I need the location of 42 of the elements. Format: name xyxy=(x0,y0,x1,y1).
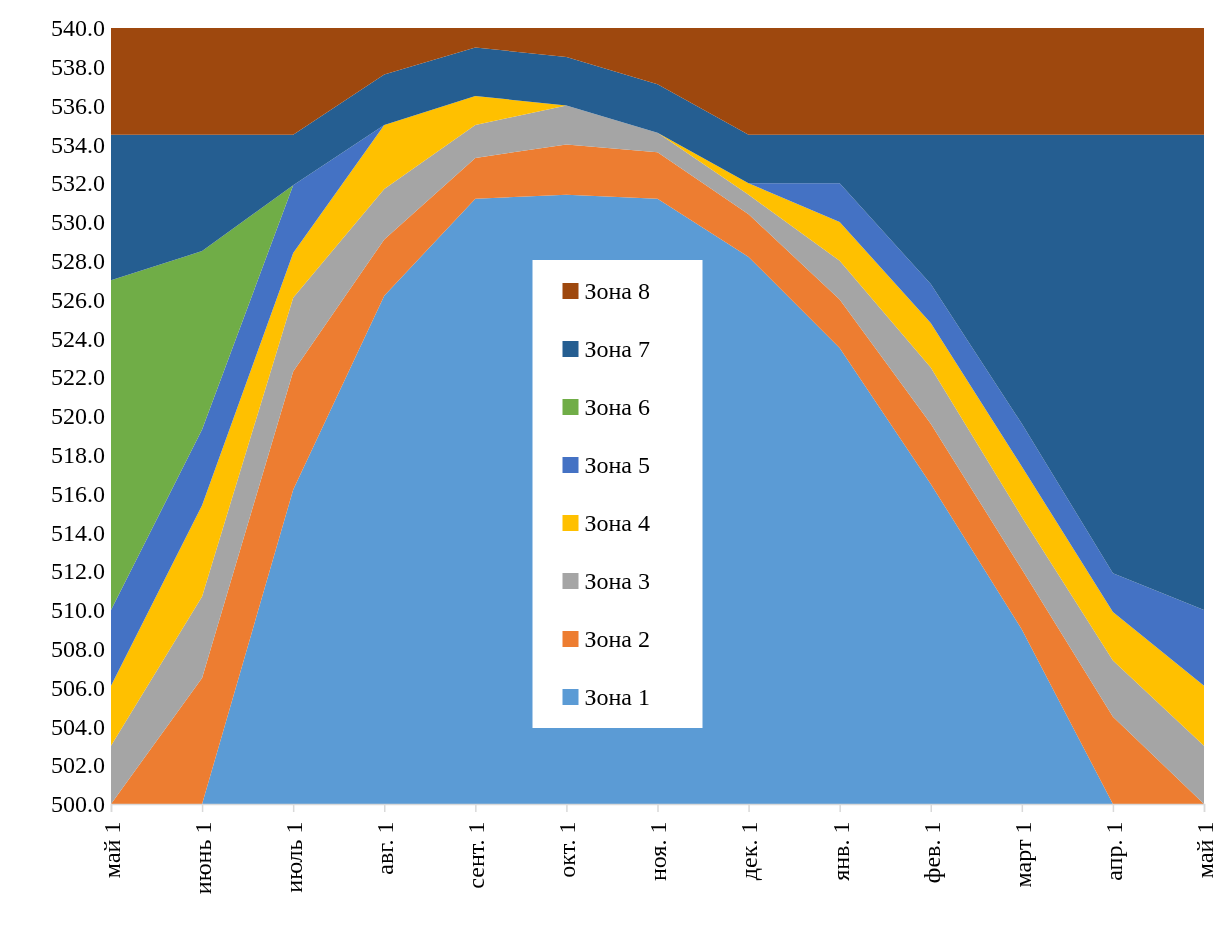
legend-label: Зона 3 xyxy=(584,568,651,595)
y-tick-label: 538.0 xyxy=(51,53,105,80)
y-tick-label: 500.0 xyxy=(51,791,105,818)
x-tick-label: май 1 xyxy=(98,821,125,879)
x-tick-label: окт. 1 xyxy=(554,821,581,878)
x-tick-label: ноя. 1 xyxy=(645,821,672,882)
y-tick-label: 506.0 xyxy=(51,674,105,701)
legend-label: Зона 6 xyxy=(584,394,651,421)
legend-label: Зона 8 xyxy=(584,278,651,305)
x-tick-label: июль 1 xyxy=(281,821,308,893)
y-tick-label: 502.0 xyxy=(51,752,105,779)
y-tick-label: 504.0 xyxy=(51,713,105,740)
y-tick-label: 520.0 xyxy=(51,403,105,430)
x-tick-label: март 1 xyxy=(1009,821,1036,888)
x-tick-label: сент. 1 xyxy=(463,821,490,889)
legend-label: Зона 7 xyxy=(584,336,651,363)
y-tick-label: 508.0 xyxy=(51,635,105,662)
y-tick-label: 526.0 xyxy=(51,286,105,313)
x-tick-label: дек. 1 xyxy=(736,821,763,881)
y-tick-label: 518.0 xyxy=(51,441,105,468)
x-tick-label: апр. 1 xyxy=(1100,821,1127,881)
y-tick-label: 522.0 xyxy=(51,364,105,391)
y-tick-label: 510.0 xyxy=(51,597,105,624)
legend-label: Зона 2 xyxy=(584,626,651,653)
y-tick-label: 536.0 xyxy=(51,92,105,119)
y-tick-label: 516.0 xyxy=(51,480,105,507)
y-tick-label: 540.0 xyxy=(51,15,105,42)
x-tick-label: май 1 xyxy=(1191,821,1218,879)
y-tick-label: 530.0 xyxy=(51,209,105,236)
x-tick-label: фев. 1 xyxy=(918,821,945,884)
y-tick-label: 514.0 xyxy=(51,519,105,546)
y-tick-label: 512.0 xyxy=(51,558,105,585)
y-tick-label: 534.0 xyxy=(51,131,105,158)
legend-label: Зона 1 xyxy=(584,684,651,711)
y-tick-label: 528.0 xyxy=(51,247,105,274)
legend-label: Зона 5 xyxy=(584,452,651,479)
y-tick-label: 532.0 xyxy=(51,170,105,197)
legend-label: Зона 4 xyxy=(584,510,651,537)
y-tick-label: 524.0 xyxy=(51,325,105,352)
x-tick-label: янв. 1 xyxy=(827,821,854,881)
x-tick-label: авг. 1 xyxy=(372,821,399,875)
x-tick-label: июнь 1 xyxy=(189,821,216,895)
